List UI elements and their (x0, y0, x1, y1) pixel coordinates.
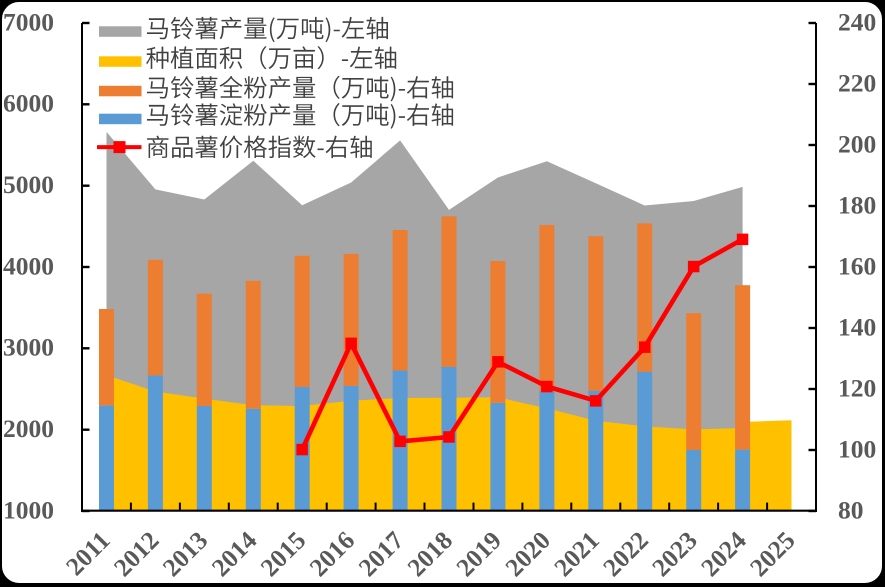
svg-text:2017: 2017 (353, 525, 410, 582)
svg-text:120: 120 (838, 373, 876, 402)
svg-text:2015: 2015 (255, 526, 312, 583)
svg-text:2019: 2019 (450, 526, 507, 583)
svg-text:2012: 2012 (108, 526, 165, 583)
svg-text:220: 220 (838, 68, 876, 97)
svg-text:2016: 2016 (304, 526, 361, 583)
svg-text:80: 80 (838, 495, 864, 524)
svg-text:2018: 2018 (402, 526, 459, 583)
svg-text:2023: 2023 (646, 526, 703, 583)
svg-text:2000: 2000 (3, 414, 54, 443)
svg-text:2021: 2021 (548, 526, 605, 583)
svg-text:5000: 5000 (3, 170, 54, 199)
svg-text:7000: 7000 (3, 7, 54, 36)
svg-text:200: 200 (838, 129, 876, 158)
svg-text:4000: 4000 (3, 251, 54, 280)
svg-text:2014: 2014 (206, 525, 263, 582)
svg-text:6000: 6000 (3, 89, 54, 118)
svg-text:160: 160 (838, 251, 876, 280)
svg-text:2025: 2025 (744, 526, 801, 583)
svg-text:180: 180 (838, 190, 876, 219)
svg-text:3000: 3000 (3, 333, 54, 362)
svg-text:2013: 2013 (157, 526, 214, 583)
svg-text:240: 240 (838, 7, 876, 36)
svg-text:140: 140 (838, 312, 876, 341)
svg-text:2024: 2024 (695, 525, 752, 582)
svg-text:1000: 1000 (3, 495, 54, 524)
svg-text:100: 100 (838, 434, 876, 463)
svg-text:2020: 2020 (499, 526, 556, 583)
svg-text:2011: 2011 (60, 526, 116, 582)
svg-text:2022: 2022 (597, 526, 654, 583)
